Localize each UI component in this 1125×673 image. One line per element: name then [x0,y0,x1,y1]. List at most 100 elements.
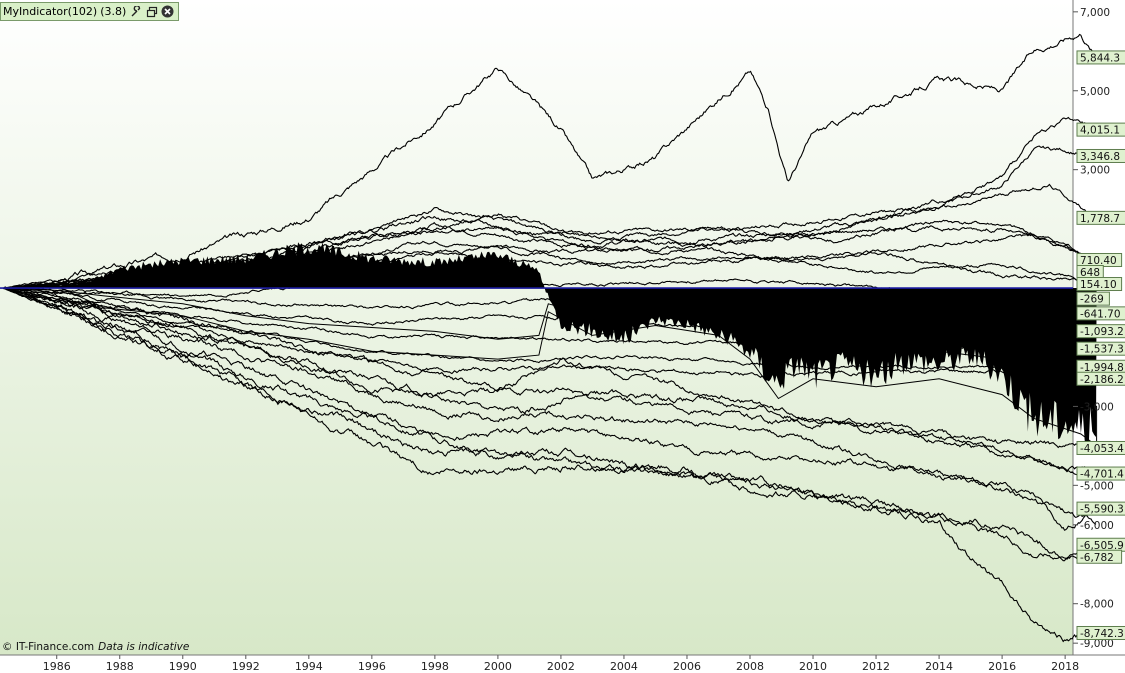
series-lines [2,33,1097,643]
y-tick-label: 5,000 [1080,86,1110,98]
last-value-tag-label: -1,093.2 [1080,326,1124,338]
wrench-icon[interactable] [129,5,142,18]
indicator-name: MyIndicator(102) [3,5,98,18]
last-value-tag-box [1076,549,1123,564]
x-tick-label: 1994 [295,660,323,673]
last-value-tag-label: -1,994.8 [1080,362,1124,374]
series-line-1 [3,33,1097,289]
indicator-title-box[interactable]: MyIndicator(102) (3.8) [0,2,180,21]
x-tick-label: 1988 [106,660,134,673]
last-value-tag-box [1076,50,1125,65]
last-value-tag-box [1076,371,1125,386]
last-value-tag-label: -1,537.3 [1080,344,1124,356]
last-value-tag: 154.10 [1076,277,1123,292]
histogram-area [3,242,1097,456]
last-value-tag-box [1076,148,1125,163]
last-value-tag-label: -6,782 [1080,552,1114,564]
x-tick-label: 1998 [421,660,449,673]
last-value-tag: 710.40 [1076,253,1123,268]
last-value-tag-label: -6,505.9 [1080,540,1124,552]
last-value-tag: 1,778.7 [1076,210,1125,225]
series-line-12 [3,287,1096,371]
y-tick-label: -9,000 [1080,638,1114,650]
x-tick-label: 2018 [1051,660,1079,673]
y-tick-label: -8,000 [1080,599,1114,611]
last-value-tag-label: 710.40 [1080,255,1117,267]
histogram-bars [3,242,1097,456]
last-value-tag-box [1076,210,1125,225]
last-value-tag-label: -4,701.4 [1080,469,1124,481]
copyright-text: © IT-Finance.com [2,641,95,653]
y-tick-label: -6,000 [1080,520,1114,532]
x-tick-label: 2002 [547,660,575,673]
last-value-tag-box [1076,277,1123,292]
last-value-tag-label: -5,590.3 [1080,504,1124,516]
last-value-tag-box [1076,324,1125,339]
last-value-tag: -4,701.4 [1076,466,1125,481]
series-line-3 [3,145,1097,289]
y-axis-ticks: 7,000 5,000 3,000 -3,000 -5,000 -6,000 -8,000 -… [1073,7,1114,650]
series-line-4 [3,183,1097,289]
series-line-5 [3,213,1097,289]
last-value-tag: -5,590.3 [1076,501,1125,516]
last-value-tag: -269 [1076,291,1110,306]
x-tick-label: 2000 [484,660,512,673]
x-tick-label: 1996 [358,660,386,673]
last-value-tag-box [1076,122,1125,137]
last-value-tag-label: -2,186.2 [1080,374,1124,386]
last-value-tag-box [1076,291,1110,306]
last-value-tag: 4,015.1 [1076,122,1125,137]
x-tick-label: 1990 [169,660,197,673]
last-value-tag-label: 648 [1080,267,1100,279]
window-icon[interactable] [145,5,158,18]
last-value-tag-label: 3,346.8 [1080,151,1120,163]
y-tick-label: 3,000 [1080,165,1110,177]
last-value-tag-label: 4,015.1 [1080,125,1120,137]
series-line-23 [3,245,1097,289]
x-tick-label: 2014 [925,660,953,673]
series-line-6 [3,234,1097,289]
last-value-tag: 648 [1076,265,1104,280]
last-value-tags: 5,844.3 4,015.1 3,346.8 1,778.7 710.40648154… [1076,50,1125,640]
last-value-tag-box [1076,625,1125,640]
x-tick-label: 2004 [610,660,638,673]
y-tick-label: -5,000 [1080,480,1114,492]
series-line-14 [3,287,1097,452]
last-value-tag-box [1076,306,1125,321]
last-value-tag: 3,346.8 [1076,148,1125,163]
x-tick-label: 2016 [988,660,1016,673]
x-tick-label: 2010 [799,660,827,673]
series-line-18 [2,287,1097,563]
last-value-tag: -1,093.2 [1076,324,1125,339]
x-tick-label: 1992 [232,660,260,673]
series-line-22 [3,225,1097,289]
x-axis-panel [0,655,1125,673]
data-note: Data is indicative [98,641,190,653]
last-value-tag-label: -269 [1080,294,1104,306]
last-value-tag-box [1076,440,1125,455]
credit-line: © IT-Finance.com Data is indicative [2,641,189,653]
x-tick-label: 2012 [862,660,890,673]
close-icon[interactable] [161,5,174,18]
last-value-tag-label: -8,742.3 [1080,628,1124,640]
series-line-2 [3,116,1097,289]
y-tick-label: 7,000 [1080,7,1110,19]
last-value-tag: -641.70 [1076,306,1125,321]
last-value-tag-label: 5,844.3 [1080,52,1120,64]
x-tick-label: 1986 [43,660,71,673]
series-line-10 [3,287,1096,335]
series-line-20 [3,287,1097,479]
last-value-tag-label: -641.70 [1080,308,1121,320]
last-value-tag: -4,053.4 [1076,440,1125,455]
indicator-version: (3.8) [100,5,127,18]
last-value-tag: -6,505.9 [1076,537,1125,552]
last-value-tag-box [1076,466,1125,481]
last-value-tag: -2,186.2 [1076,371,1125,386]
series-line-16 [2,287,1097,531]
last-value-tag: 5,844.3 [1076,50,1125,65]
y-tick-label: -3,000 [1080,401,1114,413]
last-value-tag: -1,994.8 [1076,359,1125,374]
series-line-15 [3,287,1096,475]
last-value-tag-label: 1,778.7 [1080,213,1120,225]
